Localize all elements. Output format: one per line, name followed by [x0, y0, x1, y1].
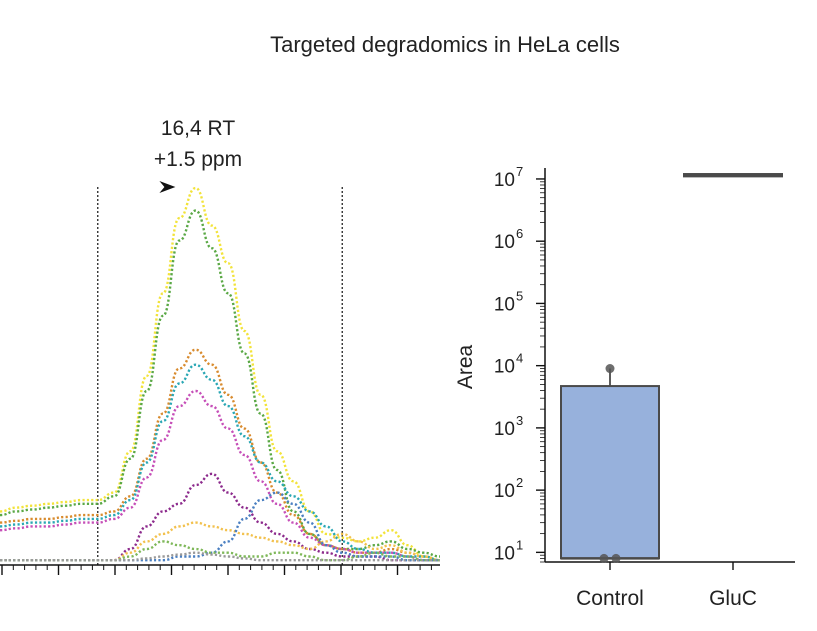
y-tick-label: 10 [494, 170, 515, 191]
chromatogram-trace-9 [0, 540, 440, 562]
y-tick-exponent: 2 [516, 475, 523, 490]
y-tick-label: 10 [494, 543, 515, 564]
box-control [560, 364, 660, 563]
y-tick-exponent: 5 [516, 288, 523, 303]
apex-annotation-ppm: +1.5 ppm [154, 148, 242, 171]
chromatogram-panel: 16,4 RT +1.5 ppm [0, 117, 441, 575]
y-tick-label: 10 [494, 419, 515, 440]
chromatogram-trace-10 [0, 551, 440, 562]
y-tick-exponent: 1 [516, 537, 523, 552]
y-tick-label: 10 [494, 294, 515, 315]
chromatogram-trace-5 [0, 389, 440, 562]
data-point [599, 553, 609, 563]
x-category-label: Control [576, 587, 644, 610]
y-tick-label: 10 [494, 481, 515, 502]
y-tick-exponent: 7 [516, 164, 523, 179]
x-category-label: GluC [709, 587, 757, 610]
apex-arrow-icon [159, 181, 176, 193]
y-tick-label: 10 [494, 232, 515, 253]
apex-annotation-rt: 16,4 RT [161, 117, 235, 140]
y-tick-exponent: 3 [516, 413, 523, 428]
boxplot-y-axis-label: Area [454, 345, 477, 390]
chromatogram-x-axis [0, 564, 440, 575]
boxplot-marks [560, 173, 783, 563]
chromatogram-trace-7 [0, 521, 441, 562]
data-point [605, 364, 615, 374]
y-tick-exponent: 6 [516, 226, 523, 241]
box-gluc [683, 173, 783, 178]
integration-window [97, 187, 343, 566]
chromatogram-trace-3 [0, 348, 441, 562]
chromatogram-trace-8 [0, 491, 440, 562]
y-tick-exponent: 4 [516, 351, 523, 366]
box-body [560, 385, 660, 560]
figure-title: Targeted degradomics in HeLa cells [270, 32, 620, 57]
chromatogram-traces [0, 186, 441, 562]
data-point [611, 553, 621, 563]
y-tick-label: 10 [494, 357, 515, 378]
chromatogram-trace-2 [0, 209, 441, 558]
chromatogram-trace-4 [0, 363, 441, 562]
chromatogram-trace-1 [0, 186, 441, 562]
